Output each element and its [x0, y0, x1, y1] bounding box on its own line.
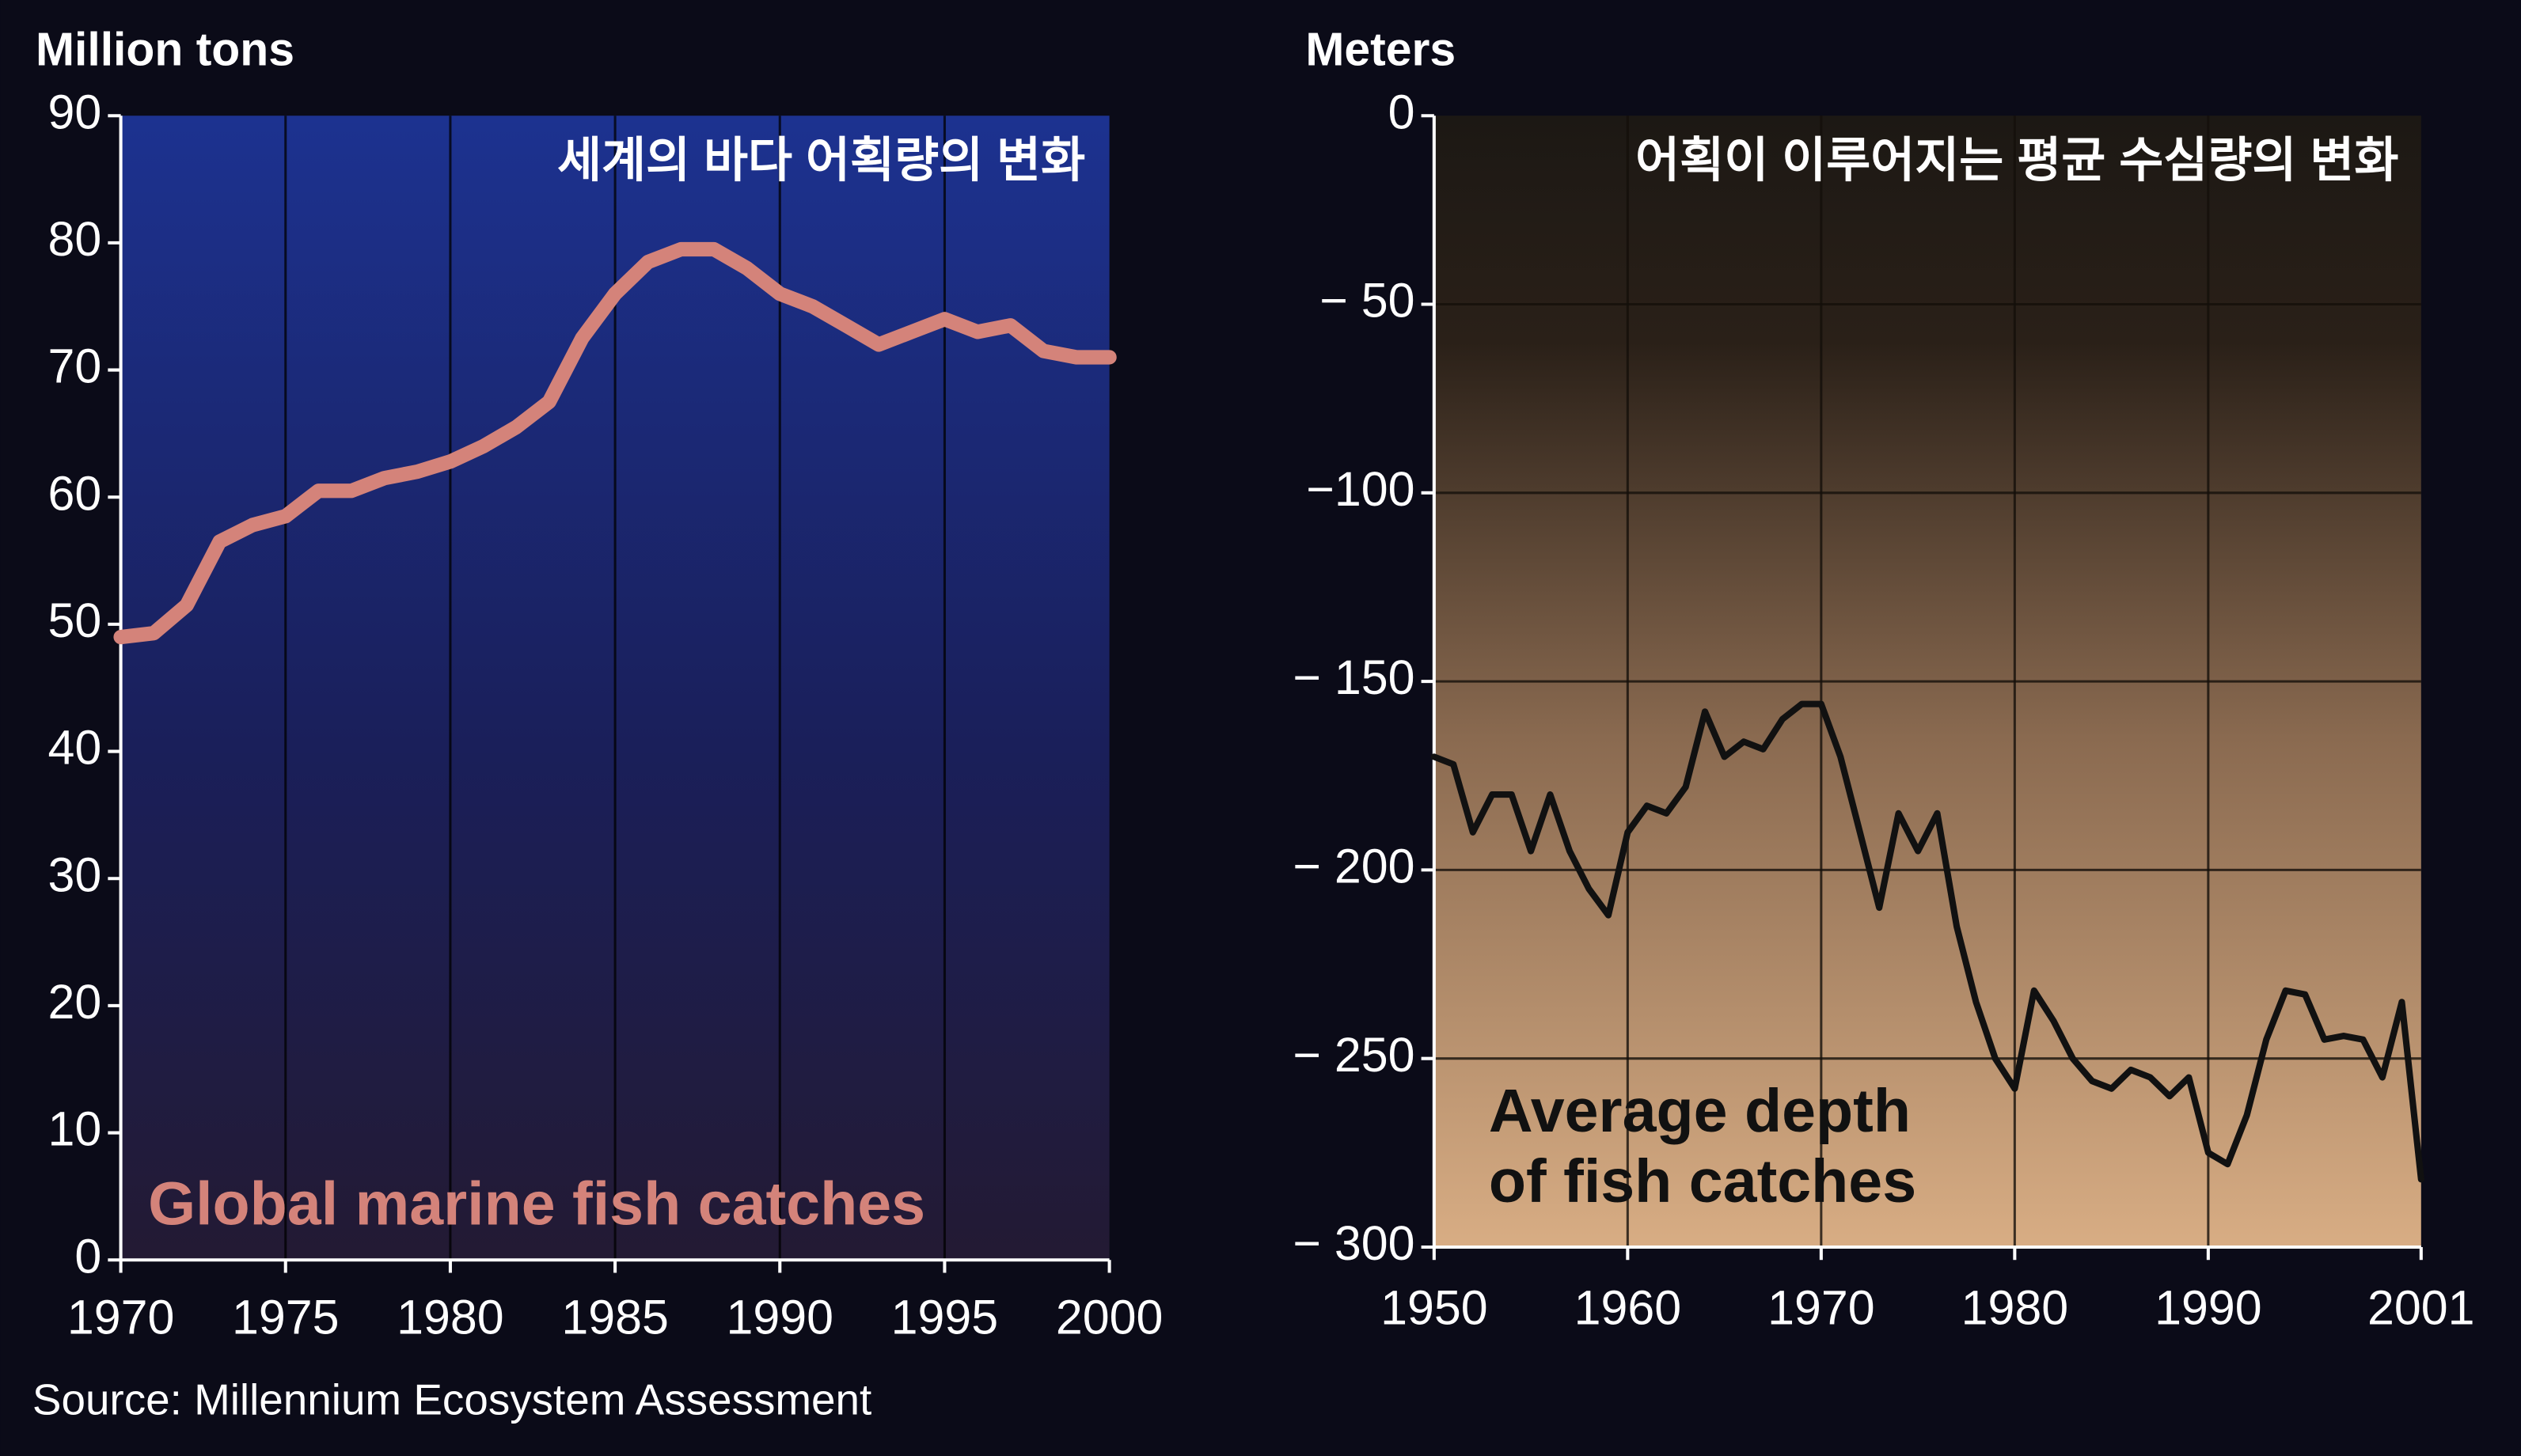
y-tick-label: − 50	[1319, 274, 1414, 328]
y-tick-label: 40	[47, 721, 101, 775]
x-tick-label: 2001	[2367, 1280, 2475, 1334]
y-tick-label: 60	[47, 466, 101, 520]
y-tick-label: 70	[47, 339, 101, 393]
data-line	[1430, 700, 2424, 1183]
x-tick-label: 1975	[232, 1290, 340, 1344]
chart-title: 세계의 바다 어획량의 변화	[557, 133, 1085, 187]
annotation: of fish catches	[1489, 1147, 1916, 1215]
y-tick-label: − 250	[1293, 1028, 1414, 1082]
x-tick-label: 1990	[2155, 1280, 2262, 1334]
x-tick-label: 1980	[397, 1290, 504, 1344]
y-tick-label: 90	[47, 85, 101, 138]
y-tick-label: 50	[47, 593, 101, 647]
x-tick-label: 1995	[891, 1290, 999, 1344]
chart-title: 어획이 이루어지는 평균 수심량의 변화	[1635, 133, 2398, 187]
x-tick-label: 1990	[727, 1290, 834, 1344]
y-tick-label: 0	[1388, 85, 1415, 138]
y-axis-label: Million tons	[36, 25, 294, 76]
annotation: Average depth	[1489, 1077, 1911, 1145]
y-tick-label: 80	[47, 212, 101, 266]
data-line	[113, 241, 1117, 645]
y-tick-label: −100	[1306, 462, 1414, 516]
y-tick-label: 30	[47, 847, 101, 901]
x-tick-label: 1970	[1767, 1280, 1875, 1334]
source: Source: Millennium Ecosystem Assessment	[32, 1374, 871, 1424]
x-tick-label: 1985	[561, 1290, 669, 1344]
x-tick-label: 1960	[1574, 1280, 1681, 1334]
y-tick-label: 20	[47, 975, 101, 1029]
y-tick-label: − 300	[1293, 1216, 1414, 1270]
y-axis-label: Meters	[1305, 25, 1456, 76]
x-tick-label: 1950	[1380, 1280, 1488, 1334]
y-tick-label: − 150	[1293, 650, 1414, 704]
x-tick-label: 1980	[1961, 1280, 2069, 1334]
x-tick-label: 1970	[67, 1290, 175, 1344]
annotation: Global marine fish catches	[148, 1170, 925, 1238]
y-tick-label: 10	[47, 1102, 101, 1156]
x-tick-label: 2000	[1056, 1290, 1163, 1344]
y-tick-label: − 200	[1293, 839, 1414, 893]
y-tick-label: 0	[74, 1229, 101, 1283]
